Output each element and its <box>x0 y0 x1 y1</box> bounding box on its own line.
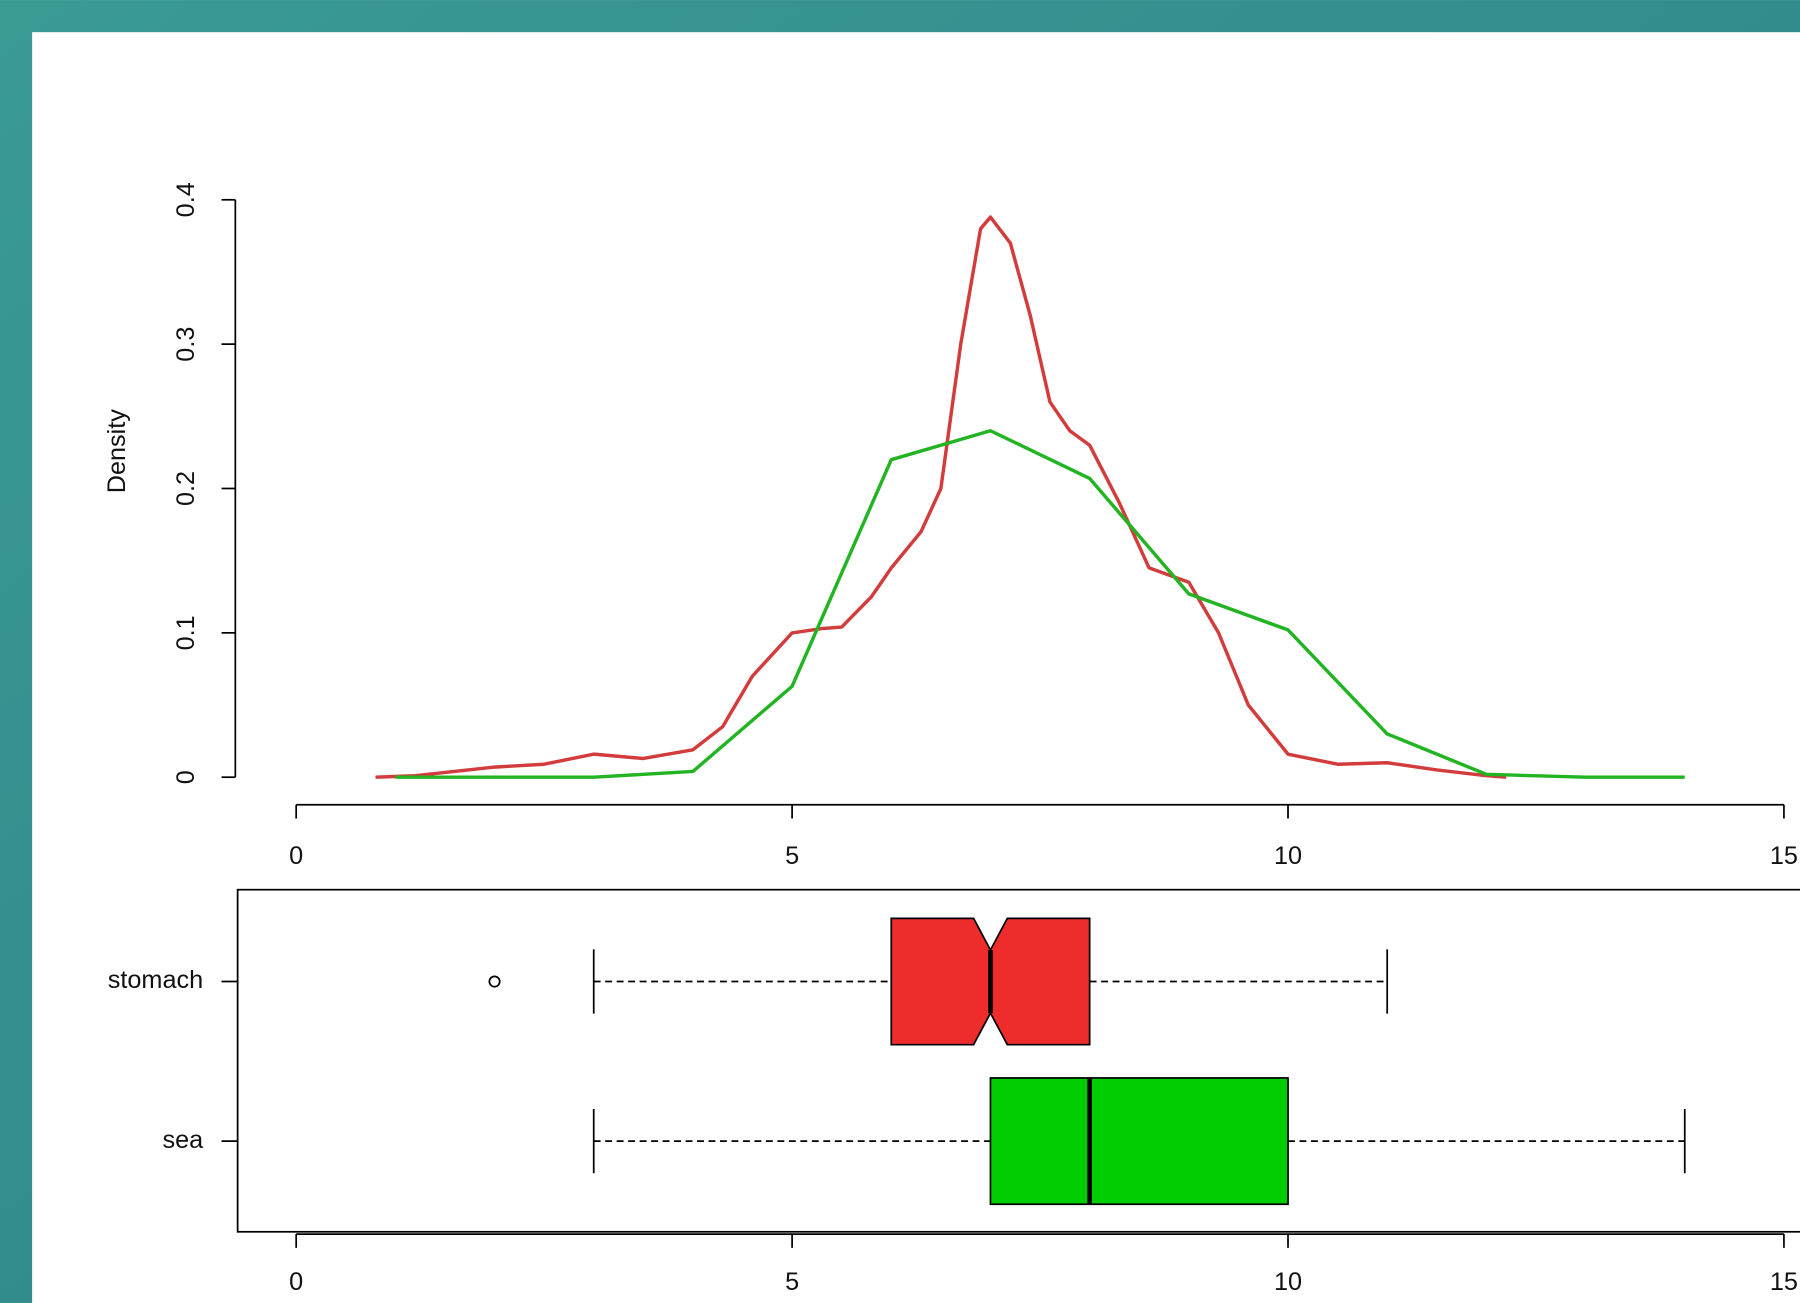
x-tick-label: 0 <box>289 1268 303 1296</box>
y-tick-label: 0.1 <box>172 615 200 650</box>
y-tick-label: sea <box>162 1126 204 1154</box>
y-tick-label: 0 <box>172 770 200 784</box>
density-line <box>375 215 1507 779</box>
y-axis-label: Density <box>103 409 131 494</box>
x-tick-label: 15 <box>1770 1268 1798 1296</box>
y-tick-label: 0.2 <box>172 471 200 506</box>
plot-canvas <box>32 32 1800 1303</box>
y-tick-label: 0.3 <box>172 327 200 362</box>
x-tick-label: 5 <box>785 842 799 870</box>
x-tick-label: 0 <box>289 842 303 870</box>
x-tick-label: 15 <box>1770 842 1798 870</box>
y-tick-label: 0.4 <box>172 182 200 217</box>
x-tick-label: 5 <box>785 1268 799 1296</box>
density-line <box>395 429 1685 779</box>
y-tick-label: stomach <box>108 966 203 994</box>
x-tick-label: 10 <box>1274 1268 1302 1296</box>
box <box>989 1077 1289 1206</box>
outlier <box>488 975 501 988</box>
x-tick-label: 10 <box>1274 842 1302 870</box>
plot-frame <box>236 888 1800 1233</box>
